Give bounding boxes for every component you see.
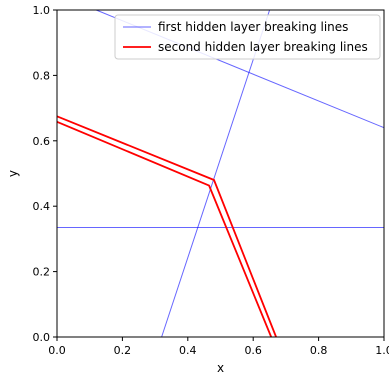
x-axis-label: x — [217, 361, 224, 375]
x-tick-label: 0.6 — [244, 344, 262, 357]
x-axis: 0.0 0.2 0.4 0.6 0.8 1.0 — [48, 337, 389, 357]
y-tick-label: 0.8 — [33, 69, 51, 82]
y-axis: 0.0 0.2 0.4 0.6 0.8 1.0 — [33, 4, 57, 344]
x-tick-label: 1.0 — [375, 344, 389, 357]
x-tick-label: 0.4 — [179, 344, 197, 357]
second-layer-line-1 — [56, 120, 273, 338]
plot-frame — [56, 9, 385, 338]
y-axis-label: y — [6, 170, 20, 177]
x-tick-label: 0.2 — [114, 344, 132, 357]
y-tick-label: 0.2 — [33, 266, 51, 279]
legend-label: second hidden layer breaking lines — [158, 40, 368, 54]
y-tick-label: 0.0 — [33, 331, 51, 344]
first-layer-line-1 — [161, 9, 271, 338]
y-tick-label: 0.4 — [33, 200, 51, 213]
y-tick-label: 1.0 — [33, 4, 51, 17]
legend-box — [114, 14, 381, 60]
legend-label: first hidden layer breaking lines — [158, 20, 348, 34]
x-tick-label: 0.0 — [48, 344, 66, 357]
second-layer-line-0 — [56, 115, 277, 338]
y-tick-label: 0.6 — [33, 135, 51, 148]
legend: first hidden layer breaking lines second … — [114, 14, 381, 60]
plot-area — [57, 10, 384, 337]
x-tick-label: 0.8 — [310, 344, 328, 357]
